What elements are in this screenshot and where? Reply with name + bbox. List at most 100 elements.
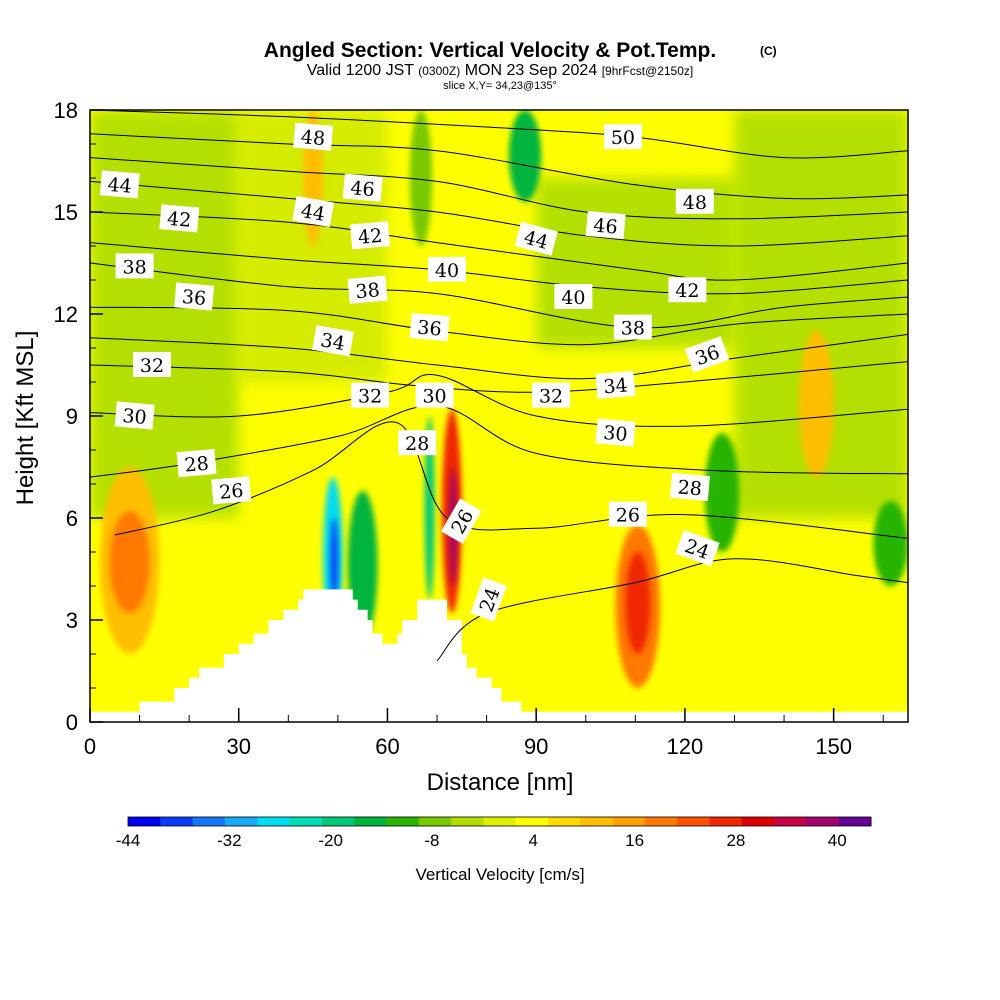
colorbar-swatch: [192, 817, 226, 826]
contour-label-text: 44: [299, 200, 327, 226]
y-axis: 0 3 6 9 12 15 18: [54, 98, 103, 735]
theta-contour-38: [90, 262, 908, 329]
contour-label: 44: [99, 170, 140, 199]
contour-label: 36: [684, 336, 730, 373]
contour-label-box: [115, 253, 154, 279]
y-tick-label: 15: [54, 200, 78, 225]
contour-label: 50: [603, 124, 642, 150]
x-tick-label: 150: [815, 734, 852, 759]
contour-label-text: 26: [616, 505, 640, 527]
colorbar-tick-label: -32: [217, 831, 242, 850]
contour-label-box: [99, 170, 140, 199]
colorbar-swatch: [289, 817, 323, 826]
contour-label-box: [532, 382, 571, 408]
contour-label-text: 48: [683, 192, 707, 214]
theta-contour-32: [90, 361, 908, 393]
contour-label-text: 42: [357, 225, 383, 249]
contour-label: 48: [293, 122, 334, 151]
contour-label-text: 32: [140, 355, 164, 377]
subtitle-forecast: [9hrFcst@2150z]: [602, 64, 694, 78]
colorbar-swatch: [580, 817, 614, 826]
y-tick-label: 9: [66, 404, 78, 429]
contour-label-box: [347, 275, 388, 304]
contour-label-box: [132, 352, 171, 377]
contour-label-text: 46: [592, 215, 618, 239]
chart-title-tag: (C): [760, 44, 777, 58]
velocity-cell: [508, 110, 542, 202]
subtitle-valid: Valid 1200 JST: [307, 62, 415, 79]
y-axis-label: Height [Kft MSL]: [12, 331, 39, 506]
x-tick-label: 90: [524, 734, 548, 759]
title-block: Angled Section: Vertical Velocity & Pot.…: [264, 39, 777, 92]
colorbar-swatch: [515, 817, 549, 826]
velocity-cell: [625, 552, 651, 654]
contour-label-box: [514, 221, 558, 256]
terrain-fill: [90, 589, 908, 722]
colorbar-swatch: [741, 817, 775, 826]
colorbar-swatch: [483, 817, 517, 826]
x-tick-label: 120: [667, 734, 704, 759]
chart-title: Angled Section: Vertical Velocity & Pot.…: [264, 39, 716, 62]
contour-label-box: [176, 448, 217, 478]
contour-label: 38: [613, 314, 652, 340]
contour-label-text: 36: [181, 286, 207, 310]
colorbar-swatch: [451, 817, 484, 826]
contour-label: 34: [312, 325, 354, 357]
colorbar-tick-label: 16: [625, 831, 644, 850]
velocity-cell: [409, 110, 433, 246]
contour-label: 46: [342, 173, 383, 202]
contour-label-box: [595, 370, 636, 400]
colorbar-swatch: [224, 817, 258, 826]
contour-label-text: 42: [675, 280, 699, 302]
colorbar-swatch: [160, 817, 194, 826]
colorbar-tick-label: 28: [726, 831, 745, 850]
colorbar-swatch: [612, 817, 646, 826]
contour-label-box: [409, 312, 450, 342]
contour-label-box: [312, 325, 354, 357]
colorbar-swatch: [354, 817, 387, 826]
contour-label-box: [554, 284, 593, 309]
colorbar-tick-label: -44: [116, 831, 141, 850]
contour-label: 38: [115, 253, 154, 279]
y-tick-label: 12: [54, 302, 78, 327]
contour-label: 28: [176, 448, 217, 478]
terrain: [90, 589, 908, 722]
velocity-cell: [873, 501, 908, 586]
contour-label-box: [159, 204, 200, 233]
contour-label-text: 28: [184, 453, 210, 477]
contour-label-text: 48: [300, 126, 326, 150]
velocity-cell: [424, 416, 435, 600]
colorbar-tick-label: -8: [424, 831, 439, 850]
contour-label: 28: [669, 472, 710, 502]
contour-label-text: 36: [417, 317, 443, 341]
contour-label: 32: [132, 352, 171, 377]
contour-label-text: 38: [355, 279, 381, 303]
contour-label-text: 30: [122, 405, 148, 429]
x-tick-label: 0: [84, 734, 96, 759]
contour-label: 40: [554, 284, 593, 309]
slice-label: slice X,Y= 34,23@135°: [443, 80, 557, 92]
contour-label: 26: [608, 501, 647, 527]
contour-label-box: [684, 336, 730, 373]
contour-label: 26: [211, 476, 252, 505]
contour-label-text: 34: [319, 329, 347, 355]
contour-label-text: 28: [405, 433, 429, 455]
contour-label-box: [114, 401, 155, 430]
colorbar-swatch: [709, 817, 743, 826]
y-tick-label: 3: [66, 608, 78, 633]
y-tick-label: 6: [66, 506, 78, 531]
contour-label-box: [608, 501, 647, 527]
contour-label: 44: [292, 195, 335, 228]
colorbar-swatch: [677, 817, 710, 826]
theta-contour-42: [90, 211, 908, 281]
contour-label-text: 30: [602, 422, 628, 446]
contour-label: 36: [409, 312, 450, 342]
colorbar-label: Vertical Velocity [cm/s]: [415, 865, 584, 884]
colorbar-swatch: [321, 817, 355, 826]
chart-subtitle: Valid 1200 JST (0300Z) MON 23 Sep 2024 […: [307, 62, 694, 79]
y-tick-label: 0: [66, 710, 78, 735]
x-tick-label: 30: [226, 734, 250, 759]
